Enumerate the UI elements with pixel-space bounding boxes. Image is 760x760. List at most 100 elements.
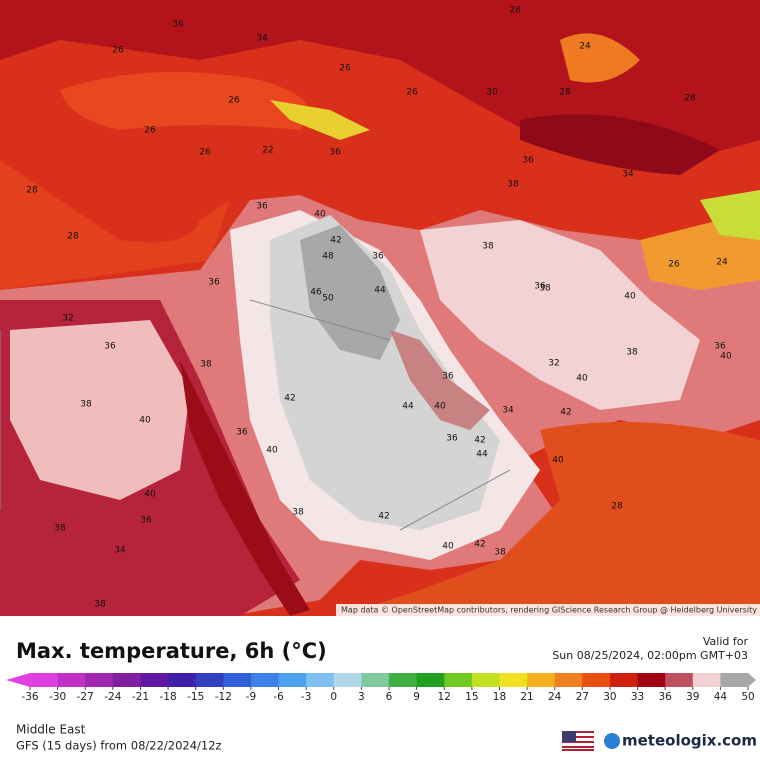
contour-label: 36 [140,516,152,526]
colorbar-tick-label: 9 [413,691,420,703]
colorbar-segment [223,673,252,687]
colorbar-segment [665,673,694,687]
colorbar-segment [471,673,500,687]
contour-label: 38 [80,400,92,410]
contour-label: 40 [624,292,636,302]
colorbar-segment [250,673,280,687]
colorbar-tick-label: -15 [187,691,204,703]
map-labels: 36 26 34 28 24 26 26 26 28 28 30 26 22 26 36 36 34 38 28 40… [26,6,732,610]
colorbar-segment [85,673,114,687]
contour-label: 38 [482,242,494,252]
contour-label: 32 [62,314,73,324]
contour-label: 44 [374,286,386,296]
contour-label: 38 [539,284,551,294]
colorbar-tick-label: 15 [465,691,478,703]
contour-label: 26 [668,260,680,270]
colorbar-tick-label: -18 [159,691,176,703]
contour-label: 42 [378,512,389,522]
contour-label: 30 [486,88,498,98]
contour-label: 34 [114,546,126,556]
contour-label: 24 [579,42,591,52]
region: Middle East [16,723,86,737]
contour-label: 40 [144,490,156,500]
brand[interactable]: meteologix.com [622,732,757,750]
colorbar-tick-label: -36 [21,691,38,703]
contour-label: 26 [228,96,240,106]
colorbar-tick-label: -6 [273,691,284,703]
contour-label: 42 [560,408,571,418]
contour-label: 32 [548,359,559,369]
colorbar-segment [499,673,528,687]
colorbar-tick-label: -27 [77,691,94,703]
contour-label: 36 [104,342,116,352]
contour-label: 36 [329,148,341,158]
contour-label: 44 [402,402,414,412]
colorbar-segment [112,673,141,687]
colorbar-segment [389,673,418,687]
contour-label: 50 [322,294,334,304]
us-flag [562,731,594,751]
contour-label: 28 [684,94,696,104]
contour-label: 36 [372,252,384,262]
contour-label: 26 [339,64,351,74]
colorbar-tick-label: -9 [246,691,256,703]
colorbar-tick-label: -21 [132,691,149,703]
colorbar-tick-label: -3 [301,691,311,703]
contour-label: 38 [200,360,212,370]
contour-label: 36 [172,20,184,30]
contour-label: 34 [622,170,634,180]
colorbar-tick-label: 36 [658,691,672,703]
contour-label: 42 [474,540,485,550]
contour-label: 38 [494,548,506,558]
contour-label: 34 [502,406,514,416]
attribution-bg [336,604,760,616]
colorbar-tick-label: -24 [104,691,121,703]
colorbar-tick-label: 12 [438,691,451,703]
contour-label: 28 [611,502,623,512]
colorbar-segment [720,673,749,687]
contour-label: 26 [112,46,124,56]
colorbar-segment [278,673,307,687]
colorbar-arrow-left [6,673,30,687]
colorbar-tick-label: -12 [215,691,232,703]
contour-label: 38 [507,180,519,190]
contour-label: 36 [714,342,726,352]
contour-label: 40 [442,542,454,552]
contour-label: 38 [626,348,638,358]
colorbar-segment [609,673,639,687]
contour-label: 42 [330,236,341,246]
colorbar-tick-label: 6 [386,691,393,703]
contour-label: 38 [54,524,66,534]
contour-label: 36 [256,202,268,212]
colorbar-segment [30,673,59,687]
contour-label: 40 [266,446,278,456]
contour-label: 40 [314,210,326,220]
contour-label: 28 [559,88,571,98]
colorbar-tick-label: 21 [520,691,533,703]
contour-label: 48 [322,252,334,262]
colorbar-tick-label: 33 [631,691,644,703]
contour-label: 26 [199,148,211,158]
valid-time: Sun 08/25/2024, 02:00pm GMT+03 [552,649,748,662]
contour-label: 36 [208,278,220,288]
model-info: GFS (15 days) from 08/22/2024/12z [16,739,222,753]
contour-label: 34 [256,34,268,44]
colorbar-segment [416,673,445,687]
attribution: Map data © OpenStreetMap contributors, r… [341,606,757,615]
colorbar: -36 -30 -27 -24 -21 -18 -15 -12 -9 -6 -3 0 3 6 9 12 15 18… [6,673,756,703]
colorbar-segment [361,673,390,687]
colorbar-segment [554,673,583,687]
contour-label: 22 [262,146,273,156]
colorbar-segment [140,673,169,687]
contour-label: 44 [476,450,488,460]
contour-label: 38 [94,600,106,610]
contour-label: 38 [292,508,304,518]
contour-label: 36 [534,282,546,292]
contour-label: 36 [442,372,454,382]
colorbar-segment [57,673,86,687]
map-background [0,0,760,616]
contour-label: 26 [144,126,156,136]
colorbar-tick-label: 0 [330,691,337,703]
